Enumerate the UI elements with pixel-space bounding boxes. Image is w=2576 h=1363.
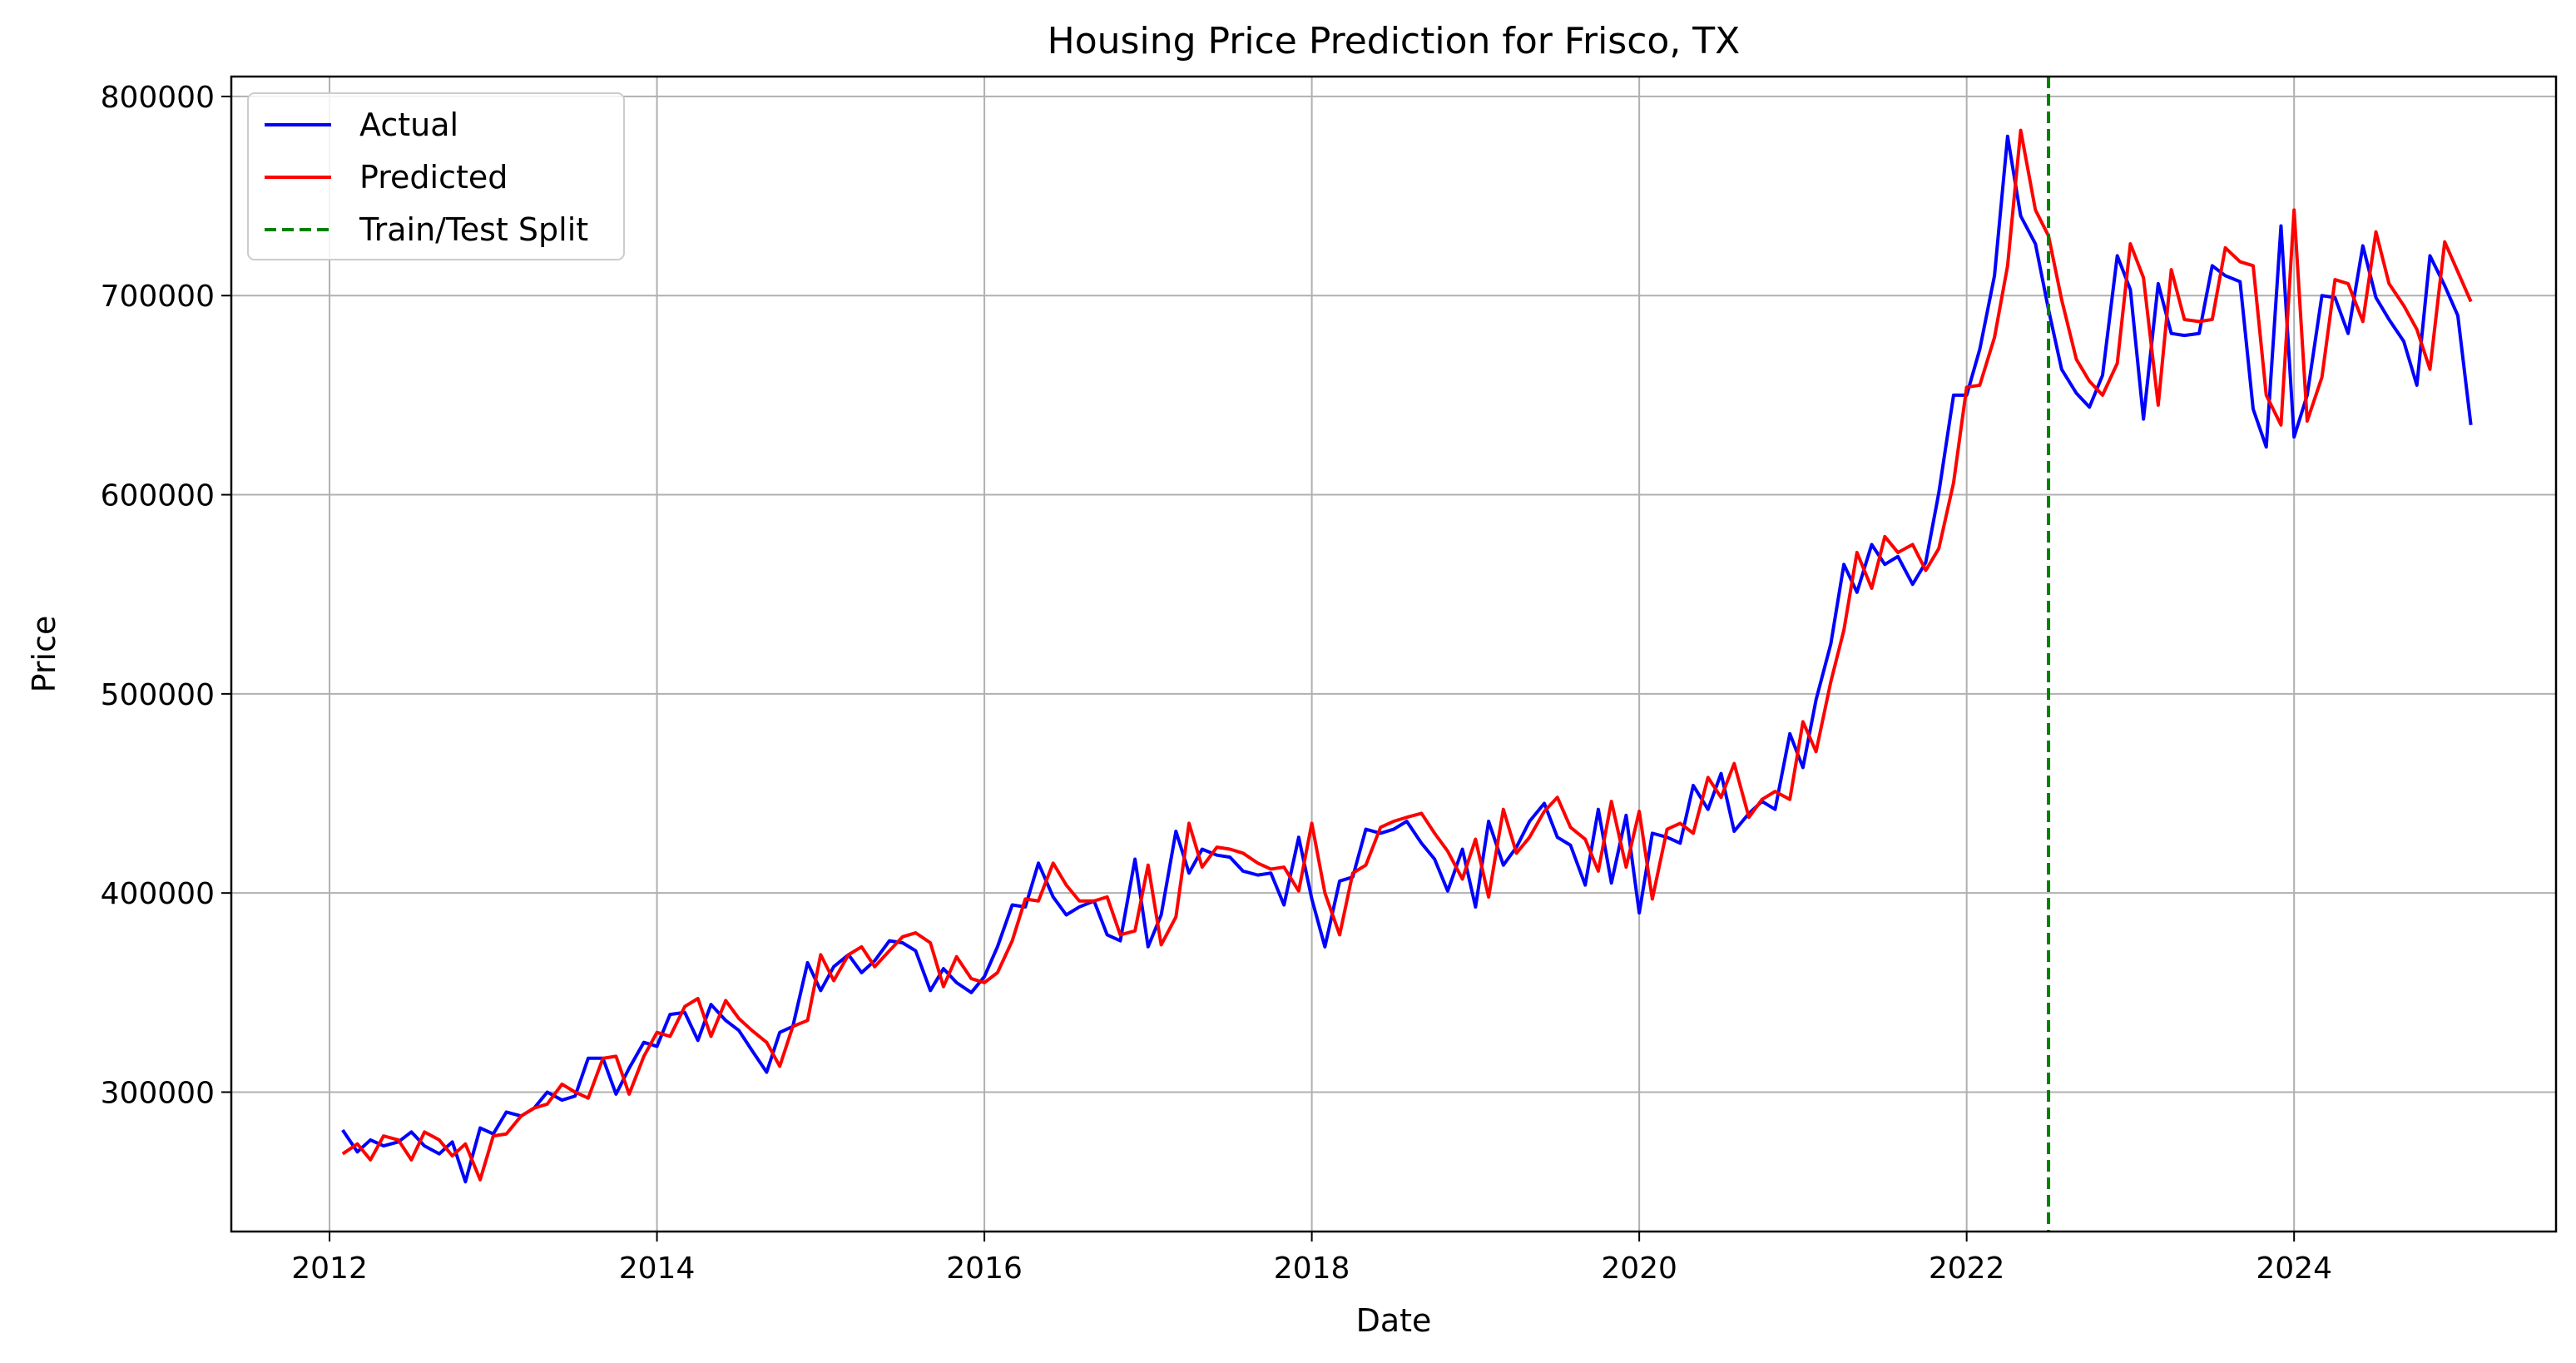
x-tick-label: 2014 (619, 1251, 696, 1286)
y-tick-label: 700000 (101, 280, 215, 314)
y-axis-label: Price (26, 616, 62, 693)
legend-label-predicted: Predicted (359, 159, 508, 196)
x-tick-label: 2020 (1601, 1251, 1677, 1286)
x-tick-label: 2022 (1929, 1251, 2005, 1286)
y-tick-label: 600000 (101, 479, 215, 513)
legend-box (247, 92, 625, 260)
x-tick-label: 2018 (1274, 1251, 1350, 1286)
legend-label-split: Train/Test Split (359, 211, 588, 248)
y-tick-label: 400000 (101, 877, 215, 911)
y-tick-label: 800000 (101, 81, 215, 115)
chart-title: Housing Price Prediction for Frisco, TX (1048, 20, 1741, 62)
plot-lines (341, 77, 2473, 1232)
legend: Actual Predicted Train/Test Split (247, 92, 625, 260)
plot-frame (230, 75, 2558, 1233)
series-line-predicted (341, 128, 2473, 1182)
legend-label-actual: Actual (359, 107, 458, 143)
y-tick-label: 500000 (101, 678, 215, 712)
series-layer (341, 77, 2473, 1232)
series-line-actual (341, 134, 2473, 1184)
x-axis-label: Date (1356, 1302, 1432, 1339)
x-tick-label: 2016 (946, 1251, 1023, 1286)
x-tick-label: 2024 (2256, 1251, 2332, 1286)
x-tick-label: 2012 (291, 1251, 368, 1286)
y-tick-label: 300000 (101, 1076, 215, 1110)
ticks: 2012 2014 2016 2018 2020 2022 2024 300000 400000… (101, 81, 2332, 1286)
